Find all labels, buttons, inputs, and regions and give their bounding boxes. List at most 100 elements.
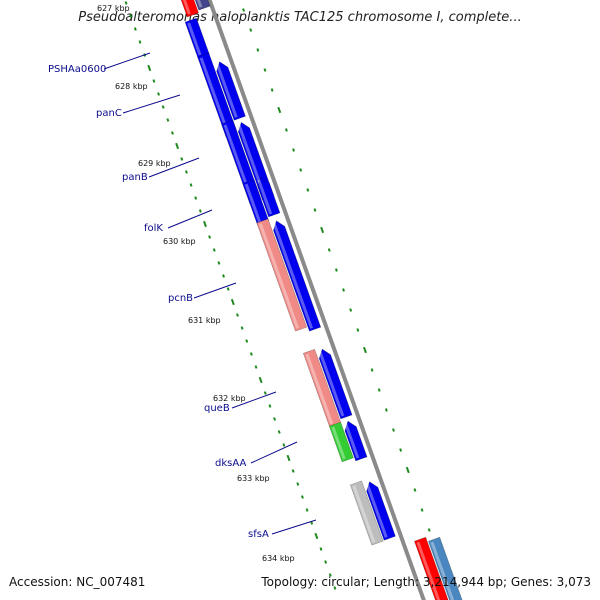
gene-feature[interactable] bbox=[328, 421, 354, 463]
scale-tick bbox=[324, 560, 328, 564]
gene-block bbox=[428, 536, 466, 600]
gene-feature[interactable] bbox=[174, 0, 199, 18]
scale-tick bbox=[147, 64, 152, 72]
gene-highlight bbox=[344, 423, 360, 459]
scale-tick bbox=[240, 326, 244, 330]
gene-highlight bbox=[257, 179, 273, 215]
scale-tick bbox=[333, 586, 337, 590]
gene-arrow bbox=[191, 0, 211, 11]
scale-tick bbox=[212, 248, 216, 252]
scale-tick bbox=[342, 288, 345, 292]
scale-tick bbox=[305, 508, 309, 512]
gene-feature[interactable] bbox=[255, 175, 281, 218]
scale-tick bbox=[268, 404, 272, 408]
scale-tick bbox=[270, 88, 274, 92]
scale-tick bbox=[203, 220, 207, 228]
gene-leader-line bbox=[122, 94, 181, 114]
scale-tick bbox=[405, 466, 410, 474]
scale-tick bbox=[377, 388, 381, 392]
scale-tick bbox=[370, 368, 374, 372]
scale-tick bbox=[292, 148, 295, 152]
gene-feature[interactable] bbox=[349, 480, 384, 546]
kbp-label: 633 kbp bbox=[237, 474, 270, 483]
gene-arrow bbox=[257, 176, 281, 218]
scale-tick bbox=[129, 14, 133, 18]
gene-feature[interactable] bbox=[342, 419, 368, 462]
gene-label[interactable]: dksAA bbox=[215, 458, 246, 469]
scale-tick bbox=[310, 521, 314, 525]
gene-leader-line bbox=[193, 282, 237, 299]
scale-tick bbox=[273, 417, 277, 421]
gene-arrow bbox=[318, 348, 353, 420]
gene-block bbox=[349, 480, 384, 546]
gene-feature[interactable] bbox=[189, 0, 211, 11]
gene-label[interactable]: panC bbox=[96, 108, 122, 119]
scale-tick bbox=[256, 48, 260, 52]
scale-ticks bbox=[124, 1, 453, 594]
scale-tick bbox=[236, 313, 239, 317]
summary-text: Topology: circular; Length: 3,214,944 bp… bbox=[261, 575, 591, 589]
gene-feature[interactable] bbox=[364, 480, 396, 541]
gene-feature[interactable] bbox=[256, 218, 308, 332]
gene-leader-line bbox=[250, 441, 298, 464]
scale-tick bbox=[226, 287, 230, 291]
gene-label[interactable]: pcnB bbox=[168, 293, 193, 304]
scale-tick bbox=[230, 298, 235, 306]
scale-tick bbox=[245, 339, 249, 343]
gene-leader-line bbox=[231, 391, 277, 409]
scale-tick bbox=[194, 196, 198, 200]
gene-feature[interactable] bbox=[214, 60, 246, 121]
gene-arrow bbox=[344, 420, 368, 462]
gene-feature[interactable] bbox=[428, 536, 466, 600]
scale-tick bbox=[420, 508, 424, 512]
gene-leader-line bbox=[148, 157, 200, 178]
gene-feature[interactable] bbox=[414, 536, 452, 600]
scale-tick bbox=[254, 365, 258, 369]
scale-tick bbox=[314, 532, 319, 540]
gene-highlight bbox=[430, 541, 458, 600]
scale-tick bbox=[313, 208, 317, 212]
scale-tick bbox=[198, 209, 202, 213]
scale-tick bbox=[222, 274, 225, 278]
kbp-label: 631 kbp bbox=[188, 316, 221, 325]
gene-highlight bbox=[177, 0, 191, 15]
gene-feature[interactable] bbox=[184, 17, 210, 59]
gene-highlight bbox=[244, 183, 261, 223]
scale-tick bbox=[384, 408, 388, 412]
gene-label[interactable]: folK bbox=[144, 223, 163, 234]
gene-features bbox=[174, 0, 466, 600]
kbp-label: 634 kbp bbox=[262, 554, 295, 563]
gene-arrow bbox=[366, 481, 396, 541]
scale-tick bbox=[356, 328, 360, 332]
gene-label[interactable]: panB bbox=[122, 172, 148, 183]
gene-feature[interactable] bbox=[271, 219, 322, 332]
gene-label[interactable]: PSHAa0600 bbox=[48, 64, 106, 75]
scale-tick bbox=[124, 1, 128, 5]
scale-tick bbox=[277, 430, 281, 434]
gene-block bbox=[414, 536, 452, 600]
scale-tick bbox=[263, 391, 267, 395]
gene-arrow bbox=[216, 61, 246, 121]
scale-tick bbox=[175, 142, 180, 150]
scale-tick bbox=[208, 235, 212, 239]
scale-tick bbox=[277, 106, 282, 114]
gene-label[interactable]: sfsA bbox=[248, 529, 269, 540]
scale-tick bbox=[189, 183, 193, 187]
gene-feature[interactable] bbox=[197, 52, 238, 138]
scale-tick bbox=[299, 168, 303, 172]
scale-tick bbox=[319, 547, 323, 551]
gene-highlight bbox=[305, 353, 334, 425]
gene-highlight bbox=[416, 541, 444, 600]
gene-leader-line bbox=[103, 52, 151, 70]
gene-label[interactable]: queB bbox=[204, 403, 230, 414]
scale-tick bbox=[349, 308, 353, 312]
scale-tick bbox=[138, 40, 142, 44]
kbp-label: 630 kbp bbox=[163, 237, 196, 246]
gene-feature[interactable] bbox=[317, 347, 353, 420]
gene-highlight bbox=[199, 57, 230, 135]
scale-tick bbox=[300, 495, 304, 499]
gene-leader-line bbox=[167, 209, 213, 229]
chromosome-backbone bbox=[207, 0, 426, 600]
gene-highlight bbox=[365, 484, 388, 538]
scale-tick bbox=[362, 346, 367, 354]
